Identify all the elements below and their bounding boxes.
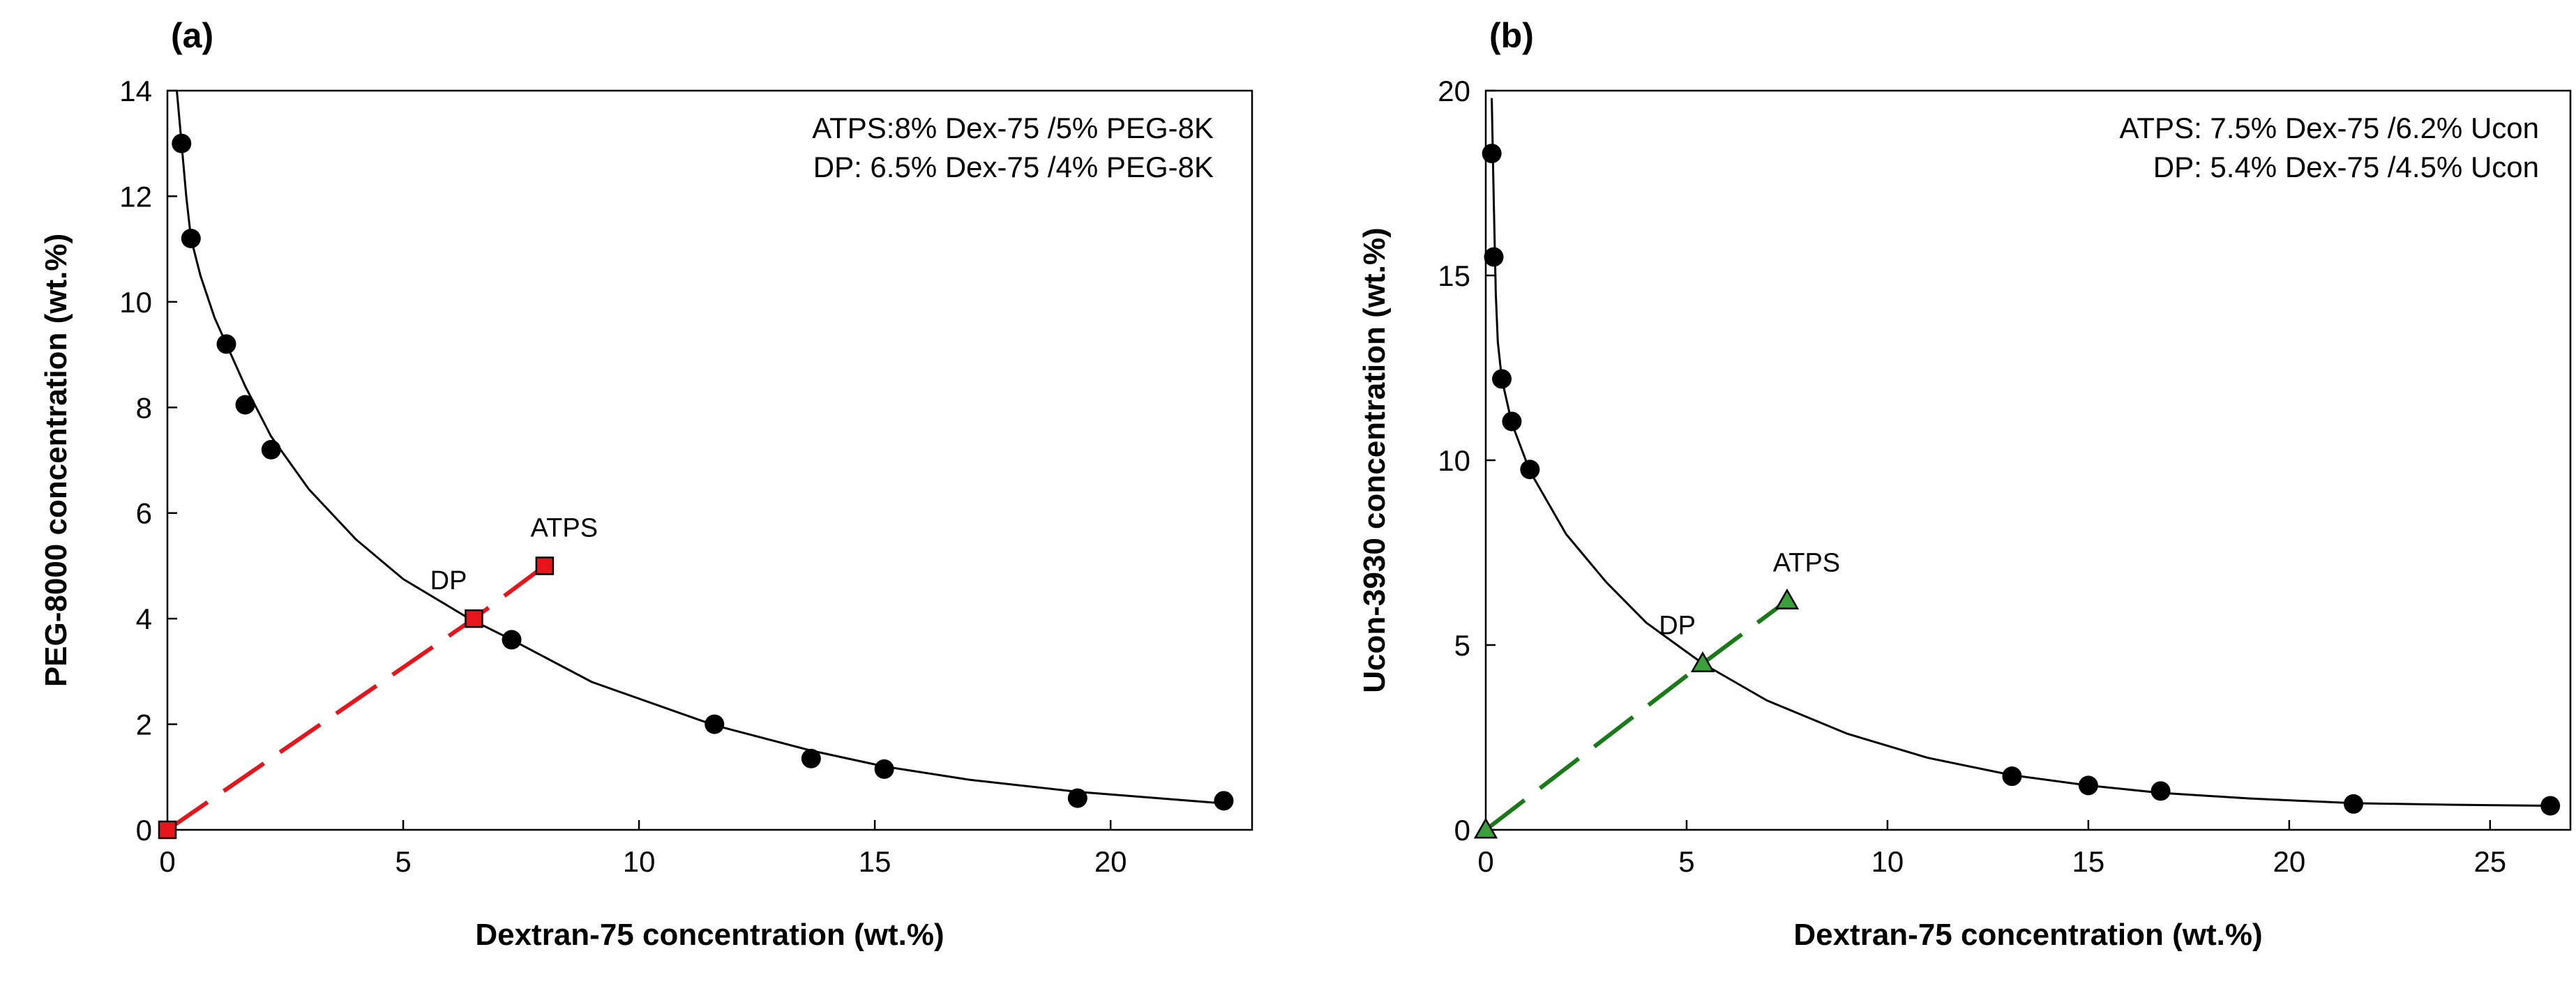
panel-label: (a) bbox=[171, 16, 213, 55]
point-label-atps: ATPS bbox=[531, 513, 598, 543]
y-tick-label: 0 bbox=[136, 814, 152, 847]
x-tick-label: 5 bbox=[1678, 845, 1694, 878]
y-tick-label: 14 bbox=[119, 75, 152, 107]
x-tick-label: 15 bbox=[859, 845, 891, 878]
binodal-data-point bbox=[2002, 766, 2022, 787]
y-axis-title: Ucon-3930 concentration (wt.%) bbox=[1357, 227, 1392, 692]
binodal-data-point bbox=[1492, 369, 1512, 389]
binodal-data-point bbox=[1067, 788, 1087, 808]
tie-line-marker bbox=[535, 556, 555, 575]
binodal-curve-line bbox=[1491, 98, 2551, 807]
chart-panel-a: 0 5 10 15 20 0 2 4 6 8 10 12 14 Dextran-75 concentrat… bbox=[39, 16, 1253, 952]
x-tick-label: 10 bbox=[623, 845, 656, 878]
annotation-text: ATPS:8% Dex-75 /5% PEG-8K bbox=[812, 112, 1214, 144]
y-axis-title: PEG-8000 concentration (wt.%) bbox=[39, 234, 73, 687]
y-tick-label: 8 bbox=[136, 391, 152, 424]
y-tick-label: 0 bbox=[1454, 814, 1470, 847]
point-label-dp: DP bbox=[1659, 612, 1696, 641]
plot-frame bbox=[166, 89, 1253, 831]
point-label-dp: DP bbox=[430, 566, 467, 596]
y-tick-label: 5 bbox=[1454, 629, 1470, 662]
binodal-data-point bbox=[705, 714, 725, 734]
x-tick-label: 15 bbox=[2072, 845, 2105, 878]
binodal-data-point bbox=[1484, 247, 1504, 267]
x-tick-label: 10 bbox=[1871, 845, 1904, 878]
tie-line bbox=[166, 563, 546, 832]
binodal-data-point bbox=[874, 759, 894, 779]
point-label-atps: ATPS bbox=[1773, 548, 1840, 577]
binodal-curve-line bbox=[176, 90, 1224, 805]
y-tick-label: 6 bbox=[136, 497, 152, 530]
binodal-data-point bbox=[2540, 796, 2561, 816]
x-axis-title: Dextran-75 concentration (wt.%) bbox=[475, 918, 944, 952]
binodal-data-point bbox=[2151, 781, 2171, 801]
y-tick-label: 10 bbox=[1438, 444, 1470, 477]
tie-line-marker bbox=[1690, 651, 1715, 672]
annotation-text: DP: 5.4% Dex-75 /4.5% Ucon bbox=[2153, 151, 2539, 183]
x-tick-label: 20 bbox=[1094, 845, 1127, 878]
x-tick-label: 0 bbox=[1477, 845, 1493, 878]
y-tick-label: 15 bbox=[1438, 259, 1470, 292]
binodal-data-point bbox=[1520, 460, 1540, 480]
y-tick-label: 12 bbox=[119, 180, 152, 213]
binodal-data-point bbox=[2078, 775, 2098, 796]
binodal-data-point bbox=[181, 229, 201, 248]
y-tick-label: 4 bbox=[136, 602, 152, 635]
binodal-data-point bbox=[1502, 411, 1522, 432]
binodal-data-point bbox=[235, 395, 255, 415]
x-tick-label: 20 bbox=[2273, 845, 2305, 878]
tie-line-marker bbox=[1775, 588, 1800, 609]
y-tick-label: 20 bbox=[1438, 75, 1470, 107]
binodal-data-point bbox=[1214, 791, 1234, 811]
chart-panel-b: 0 5 10 15 20 25 0 5 10 15 20 Dextran-75 concentrati… bbox=[1357, 16, 2572, 952]
binodal-data-point bbox=[1482, 144, 1502, 164]
plot-frame bbox=[1484, 89, 2572, 831]
tie-line-marker bbox=[465, 609, 483, 628]
x-tick-label: 5 bbox=[395, 845, 411, 878]
y-tick-label: 10 bbox=[119, 286, 152, 319]
y-tick-label: 2 bbox=[136, 708, 152, 741]
annotation-text: DP: 6.5% Dex-75 /4% PEG-8K bbox=[813, 151, 1214, 183]
panel-label: (b) bbox=[1489, 16, 1534, 55]
binodal-data-point bbox=[502, 630, 522, 650]
x-tick-label: 0 bbox=[159, 845, 175, 878]
tie-line-marker bbox=[1473, 817, 1498, 839]
tie-line-marker bbox=[158, 820, 177, 840]
binodal-data-point bbox=[172, 133, 192, 153]
x-tick-label: 25 bbox=[2473, 845, 2506, 878]
tie-line bbox=[1484, 598, 1788, 832]
annotation-text: ATPS: 7.5% Dex-75 /6.2% Ucon bbox=[2120, 112, 2540, 144]
binodal-data-point bbox=[2344, 794, 2363, 814]
binodal-data-point bbox=[216, 334, 236, 354]
binodal-data-point bbox=[801, 748, 821, 768]
binodal-data-point bbox=[261, 439, 281, 460]
x-axis-title: Dextran-75 concentration (wt.%) bbox=[1793, 918, 2262, 952]
